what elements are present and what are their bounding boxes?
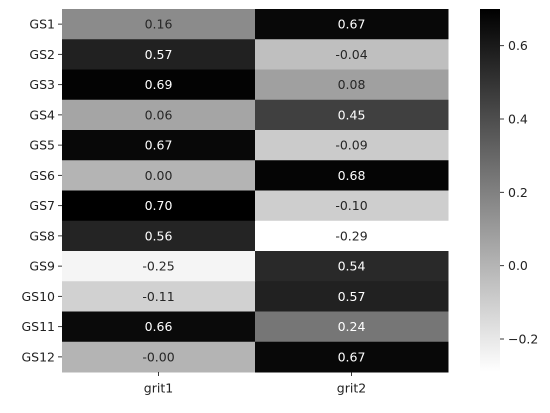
heatmap-cell <box>62 39 256 70</box>
heatmap-cell <box>255 190 449 222</box>
heatmap-cell <box>62 311 256 343</box>
y-tick-label: GS11 <box>21 319 55 334</box>
heatmap-cell <box>62 130 256 161</box>
colorbar-gradient <box>480 9 500 372</box>
cell-value-label: -0.10 <box>335 198 367 213</box>
cell-value-label: 0.70 <box>145 198 173 213</box>
heatmap-cell <box>62 190 256 222</box>
cell-value-label: -0.29 <box>335 228 367 243</box>
heatmap-cell <box>255 311 449 343</box>
cell-value-label: -0.04 <box>335 47 367 62</box>
x-tick-label: grit2 <box>337 381 366 396</box>
x-axis: grit1 grit2 <box>144 372 366 396</box>
y-tick-label: GS10 <box>21 289 55 304</box>
cell-value-label: 0.24 <box>338 319 366 334</box>
cell-value-label: -0.09 <box>335 138 367 153</box>
cell-value-label: 0.57 <box>338 289 366 304</box>
heatmap-cell <box>255 39 449 70</box>
cell-value-label: 0.57 <box>145 47 173 62</box>
colorbar-ticks: −0.2 0.0 0.2 0.4 0.6 <box>500 38 538 347</box>
cell-value-label: 0.08 <box>338 77 366 92</box>
cell-value-label: 0.16 <box>145 17 173 32</box>
cell-value-label: 0.68 <box>338 168 366 183</box>
heatmap-cell <box>62 251 256 282</box>
cell-value-label: 0.06 <box>145 107 173 122</box>
y-tick-label: GS1 <box>29 17 55 32</box>
cell-value-label: -0.00 <box>142 349 174 364</box>
heatmap-cell <box>255 69 449 101</box>
cell-value-label: -0.11 <box>142 289 174 304</box>
y-tick-label: GS2 <box>29 47 55 62</box>
colorbar-tick-label: 0.2 <box>508 185 528 200</box>
heatmap-cells: 0.16 0.67 0.57 -0.04 0.69 0.08 0.06 0.45 0.67 -0.… <box>62 9 449 373</box>
heatmap-cell <box>62 99 256 131</box>
cell-value-label: 0.69 <box>145 77 173 92</box>
colorbar: −0.2 0.0 0.2 0.4 0.6 <box>480 9 538 372</box>
y-tick-label: GS12 <box>21 349 55 364</box>
y-tick-label: GS6 <box>29 168 55 183</box>
heatmap-cell <box>62 160 256 191</box>
y-axis: GS1 GS2 GS3 GS4 GS5 GS6 GS7 GS8 GS9 GS10 GS11 GS12 <box>21 17 62 364</box>
heatmap-cell <box>62 341 256 373</box>
cell-value-label: -0.25 <box>142 259 174 274</box>
heatmap-cell <box>255 341 449 373</box>
colorbar-tick-label: 0.6 <box>508 38 528 53</box>
cell-value-label: 0.45 <box>338 107 366 122</box>
heatmap-cell <box>255 160 449 191</box>
cell-value-label: 0.67 <box>145 138 173 153</box>
heatmap-cell <box>255 99 449 131</box>
colorbar-tick-label: 0.0 <box>508 258 528 273</box>
heatmap-cell <box>62 220 256 252</box>
y-tick-label: GS9 <box>29 259 55 274</box>
y-tick-label: GS7 <box>29 198 55 213</box>
colorbar-tick-label: 0.4 <box>508 112 528 127</box>
heatmap-cell <box>255 9 449 40</box>
y-tick-label: GS5 <box>29 138 55 153</box>
y-tick-label: GS3 <box>29 77 55 92</box>
y-tick-label: GS8 <box>29 228 55 243</box>
heatmap-cell <box>62 281 256 312</box>
cell-value-label: 0.00 <box>145 168 173 183</box>
heatmap-cell <box>255 281 449 312</box>
cell-value-label: 0.67 <box>338 17 366 32</box>
heatmap-cell <box>62 69 256 101</box>
heatmap-cell <box>255 251 449 282</box>
cell-value-label: 0.54 <box>338 259 366 274</box>
cell-value-label: 0.67 <box>338 349 366 364</box>
x-tick-label: grit1 <box>144 381 173 396</box>
heatmap-cell <box>255 130 449 161</box>
cell-value-label: 0.56 <box>145 228 173 243</box>
colorbar-tick-label: −0.2 <box>508 332 538 347</box>
heatmap-cell <box>62 9 256 40</box>
cell-value-label: 0.66 <box>145 319 173 334</box>
heatmap-cell <box>255 220 449 252</box>
y-tick-label: GS4 <box>29 107 55 122</box>
